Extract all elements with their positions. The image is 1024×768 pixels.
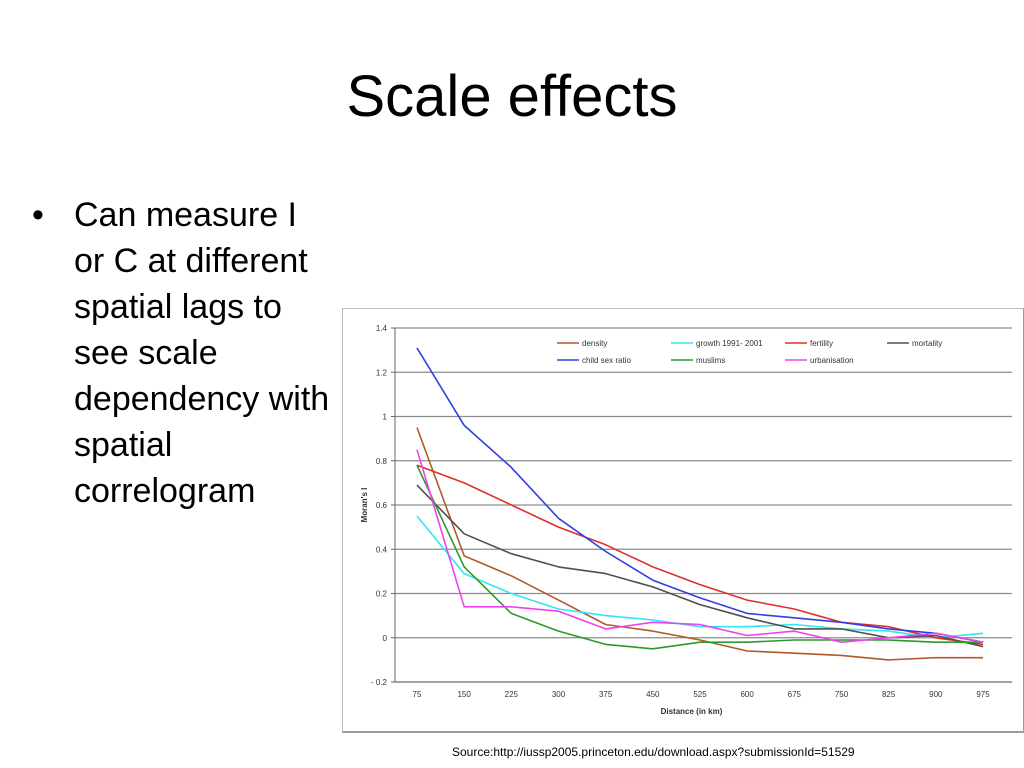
slide-title: Scale effects xyxy=(346,64,678,129)
series-line xyxy=(416,464,983,650)
series-line xyxy=(416,449,984,644)
x-tick-label: 150 xyxy=(457,690,471,699)
legend-label: growth 1991- 2001 xyxy=(696,339,763,348)
y-tick-label: 1 xyxy=(383,413,388,422)
x-tick-label: 600 xyxy=(740,690,754,699)
y-tick-label: 0.4 xyxy=(376,545,388,554)
y-tick-label: 1.4 xyxy=(376,324,388,333)
x-tick-label: 525 xyxy=(693,690,707,699)
legend-label: urbanisation xyxy=(810,356,854,365)
bullet-text: Can measure I or C at different spatial … xyxy=(74,196,330,510)
bullet-list: • Can measure I or C at different spatia… xyxy=(32,192,342,514)
x-tick-label: 450 xyxy=(646,690,660,699)
legend-label: mortality xyxy=(912,339,942,348)
legend-label: child sex ratio xyxy=(582,356,631,365)
series-line xyxy=(416,464,984,646)
bullet-item: • Can measure I or C at different spatia… xyxy=(32,192,342,514)
legend-label: fertility xyxy=(810,339,833,348)
legend-label: density xyxy=(582,339,607,348)
x-tick-label: 825 xyxy=(882,690,896,699)
legend-label: muslims xyxy=(696,356,725,365)
y-axis-label: Moran's I xyxy=(360,488,369,523)
y-tick-label: - 0.2 xyxy=(371,678,388,687)
series-line xyxy=(416,484,984,648)
x-tick-label: 75 xyxy=(413,690,422,699)
x-tick-label: 975 xyxy=(976,690,990,699)
x-tick-label: 750 xyxy=(835,690,849,699)
source-citation: Source:http://iussp2005.princeton.edu/do… xyxy=(452,745,855,759)
x-tick-label: 375 xyxy=(599,690,613,699)
series-line xyxy=(416,515,984,639)
correlogram-chart: - 0.2 0 0.2 0.4 0.6 0.8 1 1.2 1.4 75 150 225 300 375 4… xyxy=(342,308,1024,733)
x-tick-label: 225 xyxy=(505,690,519,699)
bullet-dot-icon: • xyxy=(32,196,44,234)
x-axis-label: Distance (in km) xyxy=(661,707,723,716)
series-line xyxy=(416,427,983,661)
x-tick-label: 300 xyxy=(552,690,566,699)
y-tick-label: 0.2 xyxy=(376,590,388,599)
x-tick-label: 675 xyxy=(788,690,802,699)
y-tick-label: 0.6 xyxy=(376,501,388,510)
y-tick-label: 0.8 xyxy=(376,457,388,466)
series-line xyxy=(416,347,984,643)
chart-svg: - 0.2 0 0.2 0.4 0.6 0.8 1 1.2 1.4 75 150 225 300 375 4… xyxy=(360,324,1012,716)
x-tick-label: 900 xyxy=(929,690,943,699)
y-tick-label: 1.2 xyxy=(376,368,388,377)
y-tick-label: 0 xyxy=(383,634,388,643)
